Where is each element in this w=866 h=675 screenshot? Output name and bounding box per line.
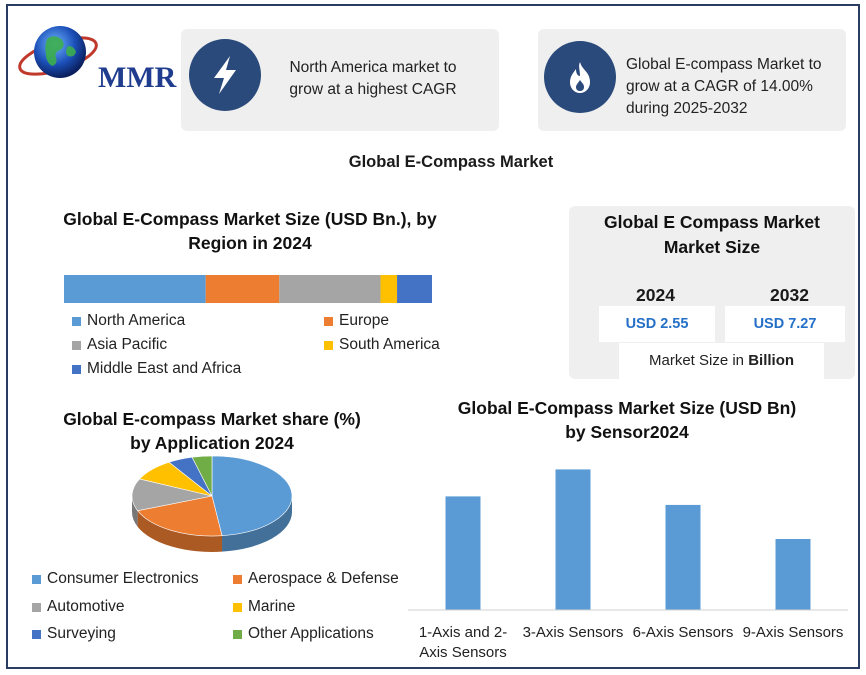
legend-label: Aerospace & Defense <box>248 570 399 587</box>
market-size-card: Global E Compass Market Market Size 2024… <box>569 206 855 379</box>
legend-swatch <box>233 574 242 584</box>
value-2024: USD 2.55 <box>599 306 715 342</box>
legend-swatch <box>32 574 41 584</box>
legend-swatch <box>233 629 242 639</box>
info-card-text: North America market to grow at a highes… <box>289 59 457 98</box>
sensor-bar-3-axis-sensors <box>555 469 591 610</box>
x-tick-label: 1-Axis and 2- Axis Sensors <box>418 624 508 661</box>
mmr-logo: MMR <box>14 16 176 94</box>
legend-swatch <box>233 602 242 612</box>
legend-item-consumer-electronics: Consumer Electronics <box>32 570 199 588</box>
info-card-cagr: Global E-compass Market to grow at a CAG… <box>538 29 846 131</box>
legend-swatch <box>72 364 81 374</box>
logo-text: MMR <box>98 61 177 94</box>
market-size-note: Market Size in Billion <box>619 343 824 379</box>
year-2032: 2032 <box>770 285 809 305</box>
legend-label: Surveying <box>47 625 116 642</box>
legend-label: Asia Pacific <box>87 336 168 353</box>
legend-swatch <box>72 340 81 350</box>
application-pie-chart <box>131 455 293 552</box>
region-segment-north-america <box>64 275 206 303</box>
legend-item-marine: Marine <box>233 598 295 616</box>
globe-icon <box>18 26 98 78</box>
flame-icon <box>544 41 616 113</box>
value-2032: USD 7.27 <box>725 306 845 342</box>
legend-label: South America <box>339 336 440 353</box>
legend-label: Europe <box>339 312 389 329</box>
legend-item-surveying: Surveying <box>32 625 116 643</box>
info-card-north-america: North America market to grow at a highes… <box>181 29 499 131</box>
legend-item-north-america: North America <box>72 312 185 330</box>
region-stacked-bar <box>64 275 432 303</box>
pie-slice-automotive <box>131 478 213 512</box>
sensor-chart-title: Global E-Compass Market Size (USD Bn) by… <box>457 398 797 442</box>
infographic-frame <box>6 4 860 669</box>
pie-side-aerospace-defense <box>137 510 223 552</box>
legend-item-south-america: South America <box>324 336 440 354</box>
region-segment-south-america <box>380 275 398 303</box>
market-size-title: Global E Compass Market Market Size <box>604 212 820 257</box>
info-card-text: Global E-compass Market to grow at a CAG… <box>626 56 822 117</box>
legend-swatch <box>324 316 333 326</box>
application-chart-title: Global E-compass Market share (%) by App… <box>63 409 361 453</box>
region-segment-middle-east-and-africa <box>397 275 432 303</box>
region-segment-asia-pacific <box>279 275 381 303</box>
pie-slice-aerospace-defense <box>137 495 223 537</box>
pie-side-consumer-electronics <box>222 496 292 552</box>
pie-slice-consumer-electronics <box>211 455 293 536</box>
legend-item-asia-pacific: Asia Pacific <box>72 336 167 354</box>
legend-label: Other Applications <box>248 625 374 642</box>
legend-item-automotive: Automotive <box>32 598 125 616</box>
x-tick-label: 6-Axis Sensors <box>632 624 734 641</box>
region-segment-europe <box>205 275 280 303</box>
page-title: Global E-Compass Market <box>348 153 554 171</box>
x-tick-label: 9-Axis Sensors <box>742 624 844 641</box>
legend-swatch <box>32 602 41 612</box>
legend-label: Marine <box>248 598 296 615</box>
pie-slice-other-applications <box>191 455 213 497</box>
sensor-bar-chart <box>408 469 848 611</box>
lightning-icon <box>189 39 261 111</box>
legend-item-europe: Europe <box>324 312 389 330</box>
x-tick-label: 3-Axis Sensors <box>522 624 624 641</box>
sensor-bar-9-axis-sensors <box>775 539 811 610</box>
legend-item-aerospace-defense: Aerospace & Defense <box>233 570 399 588</box>
legend-swatch <box>72 316 81 326</box>
legend-label: North America <box>87 312 186 329</box>
legend-item-other-applications: Other Applications <box>233 625 374 643</box>
legend-item-middle-east-and-africa: Middle East and Africa <box>72 360 241 378</box>
legend-label: Consumer Electronics <box>47 570 199 587</box>
region-chart-title: Global E-Compass Market Size (USD Bn.), … <box>63 209 437 253</box>
sensor-bar-6-axis-sensors <box>665 504 701 610</box>
legend-swatch <box>32 629 41 639</box>
legend-label: Middle East and Africa <box>87 360 242 377</box>
year-2024: 2024 <box>636 285 675 305</box>
legend-swatch <box>324 340 333 350</box>
legend-label: Automotive <box>47 598 125 615</box>
sensor-bar-1-axis-and-2-axis-sensors <box>445 496 481 610</box>
